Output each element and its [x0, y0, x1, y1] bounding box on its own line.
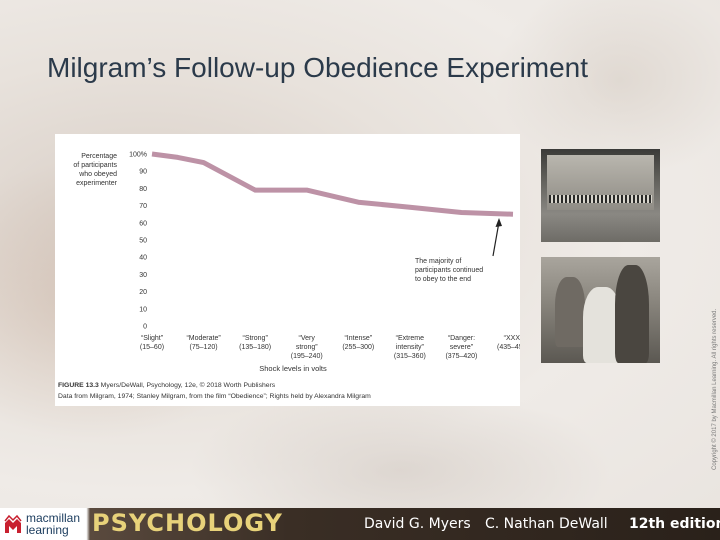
y-tick-label: 30: [139, 272, 147, 279]
figure-card: Percentage of participants who obeyed exper…: [55, 134, 520, 406]
experiment-participants-photo: [541, 257, 660, 363]
y-tick-label: 20: [139, 289, 147, 296]
annotation-line-2: participants continued: [415, 267, 483, 274]
macmillan-logo-icon: [4, 514, 22, 533]
annotation-arrowhead: [495, 218, 502, 227]
x-category-label: “Slight” (15–60): [140, 335, 164, 351]
publisher-brand: macmillan learning: [4, 512, 86, 536]
obedience-line-chart: Percentage of participants who obeyed exper…: [58, 151, 520, 401]
x-category-label: “XXX”(435–450): [497, 335, 520, 351]
figure-caption-line-2: Data from Milgram, 1974; Stanley Milgram…: [58, 393, 371, 400]
y-tick-label: 50: [139, 238, 147, 245]
y-tick-label: 80: [139, 186, 147, 193]
y-axis-label-line: of participants: [73, 162, 117, 169]
shock-generator-photo: [541, 149, 660, 242]
x-category-label: “Danger: severe” (375–420): [445, 335, 477, 360]
y-axis-label-line: Percentage: [81, 153, 117, 160]
y-tick-label: 90: [139, 169, 147, 176]
figure-caption-line-1: FIGURE 13.3 Myers/DeWall, Psychology, 12…: [58, 381, 276, 389]
y-tick-label: 70: [139, 203, 147, 210]
y-tick-label: 0: [143, 324, 147, 331]
y-tick-label: 100%: [129, 152, 147, 159]
annotation-line-1: The majority of: [415, 258, 461, 265]
x-axis-label: Shock levels in volts: [259, 364, 327, 373]
author-1: David G. Myers: [364, 516, 471, 532]
slide-title: Milgram’s Follow-up Obedience Experiment: [47, 52, 589, 83]
y-axis-label-line: who obeyed: [78, 171, 117, 178]
annotation-line-3: to obey to the end: [415, 276, 471, 283]
y-tick-label: 40: [139, 255, 147, 262]
y-tick-label: 10: [139, 306, 147, 313]
x-category-label: “Moderate” (75–120): [186, 335, 221, 351]
obedience-series-line: [151, 151, 514, 217]
annotation-arrow: [492, 221, 500, 257]
author-2: C. Nathan DeWall: [485, 516, 608, 532]
x-category-label: “Strong” (135–180): [239, 335, 271, 351]
copyright-notice: Copyright © 2017 by Macmillan Learning. …: [712, 308, 718, 470]
caption-figure-number: FIGURE 13.3: [58, 382, 99, 389]
x-category-label: “Extreme intensity” (315–360): [394, 335, 426, 360]
annotation: The majority of participants continued t…: [415, 218, 502, 283]
x-category-label: “Intense” (255–300): [342, 335, 374, 351]
y-axis-label-line: experimenter: [76, 180, 118, 187]
publisher-name: macmillan learning: [26, 511, 81, 537]
y-tick-label: 60: [139, 220, 147, 227]
edition-label: 12th edition: [629, 516, 720, 532]
x-category-label: “Very strong” (195–240): [291, 335, 323, 360]
footer-bar: [0, 508, 720, 540]
book-title: PSYCHOLOGY: [92, 509, 283, 537]
caption-source: Myers/DeWall, Psychology, 12e, © 2018 Wo…: [99, 381, 276, 389]
